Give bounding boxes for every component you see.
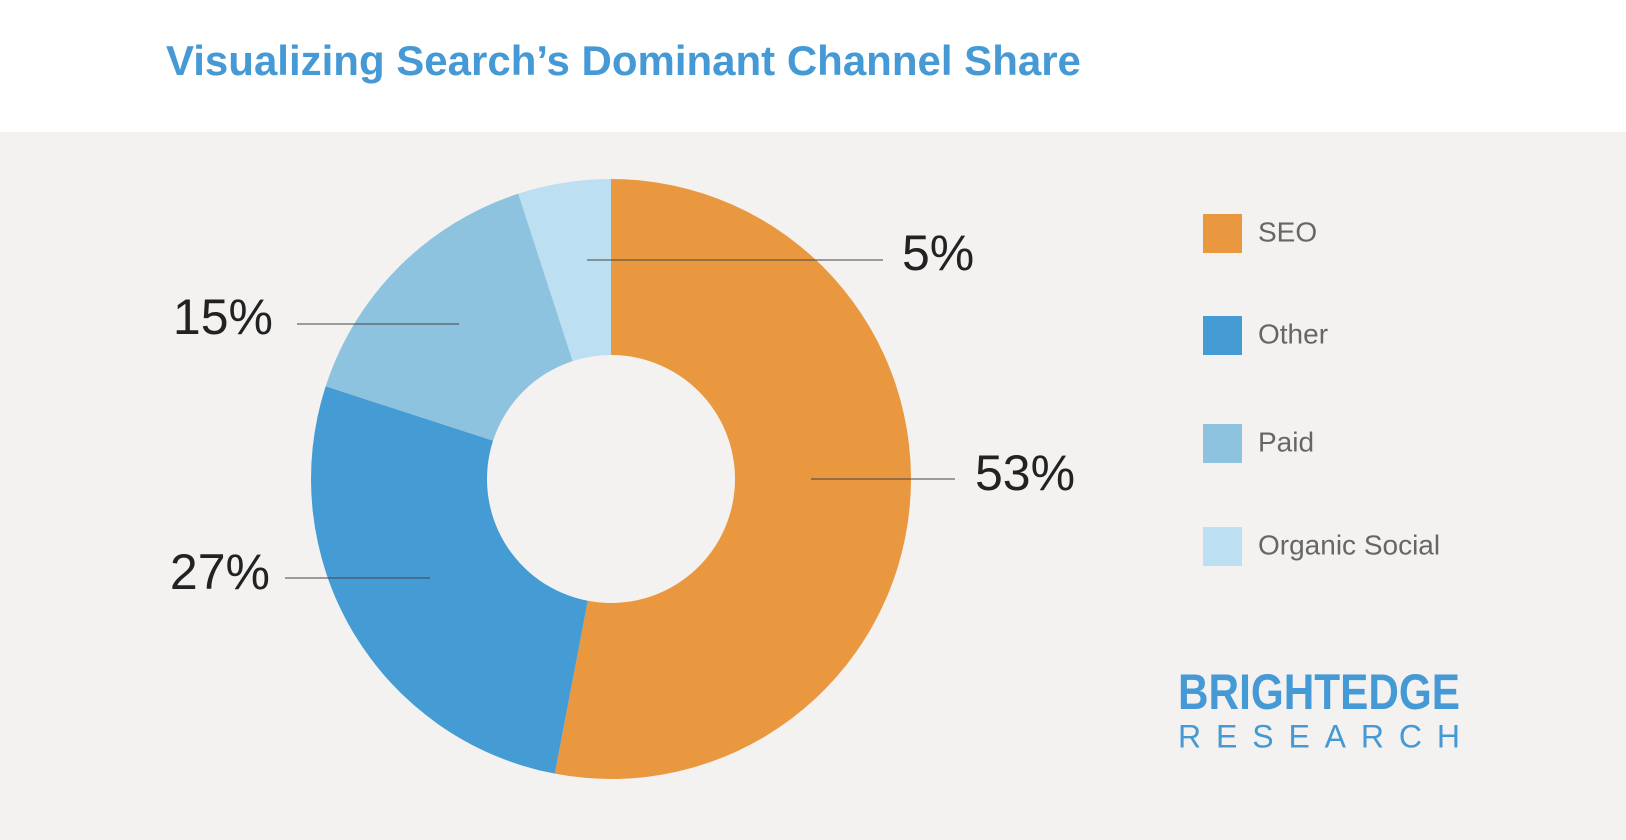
legend-label: SEO — [1258, 216, 1317, 247]
legend-label: Paid — [1258, 426, 1314, 457]
value-label: 53% — [975, 445, 1075, 501]
donut-slice — [311, 386, 588, 774]
donut-slice — [325, 193, 573, 441]
legend-swatch — [1203, 214, 1242, 253]
legend-swatch — [1203, 527, 1242, 566]
chart-title: Visualizing Search’s Dominant Channel Sh… — [166, 37, 1081, 84]
legend-label: Organic Social — [1258, 529, 1440, 560]
legend-swatch — [1203, 424, 1242, 463]
value-label: 5% — [902, 225, 974, 281]
brand-name: BRIGHTEDGE — [1178, 664, 1460, 720]
donut-slice — [518, 179, 611, 362]
donut-slice — [554, 179, 911, 779]
header — [0, 0, 1626, 132]
value-label: 27% — [170, 544, 270, 600]
legend-label: Other — [1258, 318, 1328, 349]
legend-swatch — [1203, 316, 1242, 355]
value-label: 15% — [173, 289, 273, 345]
